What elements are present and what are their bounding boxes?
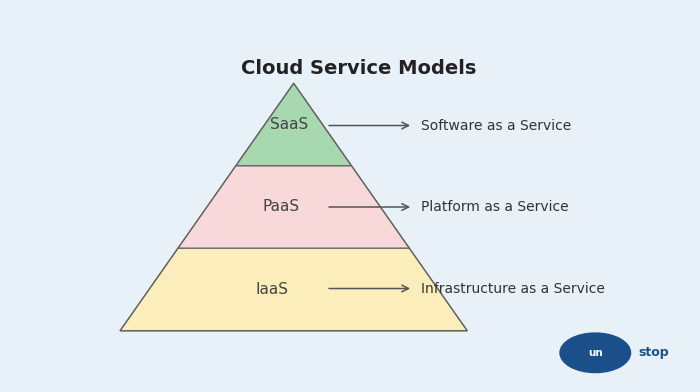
Polygon shape bbox=[236, 83, 351, 166]
Text: PaaS: PaaS bbox=[262, 200, 299, 214]
Text: un: un bbox=[588, 348, 603, 358]
Text: stop: stop bbox=[638, 346, 668, 359]
Text: Infrastructure as a Service: Infrastructure as a Service bbox=[421, 281, 605, 296]
Text: SaaS: SaaS bbox=[270, 117, 309, 132]
Text: Platform as a Service: Platform as a Service bbox=[421, 200, 569, 214]
Polygon shape bbox=[178, 166, 410, 248]
Text: Software as a Service: Software as a Service bbox=[421, 118, 571, 132]
Text: IaaS: IaaS bbox=[256, 282, 288, 297]
Polygon shape bbox=[120, 248, 468, 331]
Circle shape bbox=[560, 333, 631, 372]
Text: Cloud Service Models: Cloud Service Models bbox=[241, 59, 477, 78]
